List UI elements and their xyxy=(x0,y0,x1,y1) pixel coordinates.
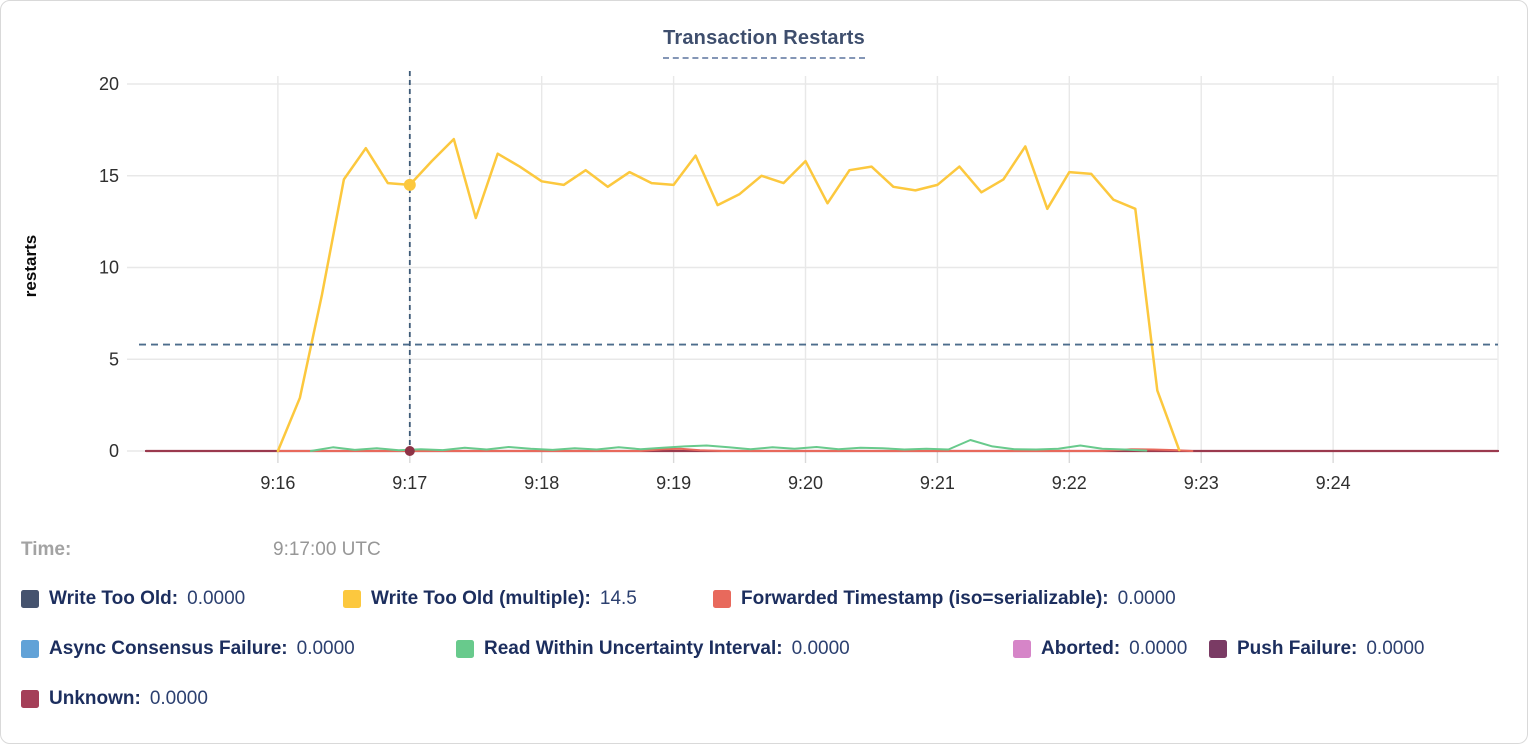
legend-item-unknown: Unknown: 0.0000 xyxy=(21,687,208,711)
legend-item-write-too-old-multiple: Write Too Old (multiple): 14.5 xyxy=(343,587,637,611)
legend-swatch xyxy=(21,640,39,658)
hover-dot-maroon xyxy=(404,446,415,456)
y-tick-label: 20 xyxy=(99,74,119,94)
tooltip-time-row: Time: 9:17:00 UTC xyxy=(1,539,1527,563)
y-tick-label: 15 xyxy=(99,166,119,186)
series-line-read-within-uncertainty-interval xyxy=(309,439,1148,452)
x-tick-label: 9:17 xyxy=(392,473,427,493)
chart-title-wrap: Transaction Restarts xyxy=(1,27,1527,59)
legend-item-label: Read Within Uncertainty Interval: xyxy=(484,638,783,659)
legend-swatch xyxy=(1013,640,1031,658)
legend-swatch xyxy=(456,640,474,658)
legend-item-push-failure: Push Failure: 0.0000 xyxy=(1209,637,1424,661)
legend-row: Async Consensus Failure: 0.0000 Read Wit… xyxy=(1,637,1527,663)
legend-swatch xyxy=(343,590,361,608)
legend-swatch xyxy=(713,590,731,608)
legend-item-value: 0.0000 xyxy=(1129,638,1188,659)
legend-item-write-too-old: Write Too Old: 0.0000 xyxy=(21,587,245,611)
legend-item-read-within-uncertainty: Read Within Uncertainty Interval: 0.0000 xyxy=(456,637,850,661)
legend-item-label: Unknown: xyxy=(49,688,141,709)
x-tick-label: 9:19 xyxy=(656,473,691,493)
legend-item-label: Aborted: xyxy=(1041,638,1121,659)
legend-item-value: 0.0000 xyxy=(1117,588,1176,609)
legend-item-label: Push Failure: xyxy=(1237,638,1358,659)
legend-item-value: 0.0000 xyxy=(149,688,208,709)
tooltip-time-label: Time: xyxy=(21,539,72,560)
legend-item-label: Write Too Old (multiple): xyxy=(371,588,591,609)
legend-item-async-consensus-failure: Async Consensus Failure: 0.0000 xyxy=(21,637,355,661)
x-tick-label: 9:18 xyxy=(524,473,559,493)
legend-item-aborted: Aborted: 0.0000 xyxy=(1013,637,1187,661)
tooltip-time-value: 9:17:00 UTC xyxy=(273,539,381,560)
x-tick-label: 9:22 xyxy=(1052,473,1087,493)
legend-item-value: 0.0000 xyxy=(296,638,355,659)
legend-item-value: 0.0000 xyxy=(187,588,246,609)
hover-dot-yellow xyxy=(403,178,416,191)
legend-row: Write Too Old: 0.0000 Write Too Old (mul… xyxy=(1,587,1527,613)
legend-item-value: 14.5 xyxy=(599,588,637,609)
legend-swatch xyxy=(1209,640,1227,658)
x-tick-label: 9:16 xyxy=(260,473,295,493)
chart-svg[interactable]: 0 5 10 15 20 9:16 9:17 9:18 9:19 9:20 9:21 9:22 9:23… xyxy=(1,1,1528,531)
legend-item-label: Forwarded Timestamp (iso=serializable): xyxy=(741,588,1109,609)
legend-item-value: 0.0000 xyxy=(1366,638,1425,659)
x-tick-label: 9:23 xyxy=(1184,473,1219,493)
chart-title: Transaction Restarts xyxy=(663,27,865,59)
legend-item-label: Async Consensus Failure: xyxy=(49,638,288,659)
y-tick-label: 5 xyxy=(109,349,119,369)
x-tick-label: 9:20 xyxy=(788,473,823,493)
y-tick-label: 0 xyxy=(109,441,119,461)
legend-swatch xyxy=(21,590,39,608)
series-line-forwarded-timestamp-iso-serializable- xyxy=(276,447,1194,452)
legend-item-value: 0.0000 xyxy=(791,638,850,659)
x-tick-label: 9:24 xyxy=(1316,473,1351,493)
legend-swatch xyxy=(21,690,39,708)
y-tick-label: 10 xyxy=(99,258,119,278)
series-line-write-too-old-multiple- xyxy=(276,137,1181,453)
x-tick-label: 9:21 xyxy=(920,473,955,493)
legend-row: Unknown: 0.0000 xyxy=(1,687,1527,713)
legend-item-label: Write Too Old: xyxy=(49,588,179,609)
legend-item-forwarded-timestamp: Forwarded Timestamp (iso=serializable): … xyxy=(713,587,1176,611)
